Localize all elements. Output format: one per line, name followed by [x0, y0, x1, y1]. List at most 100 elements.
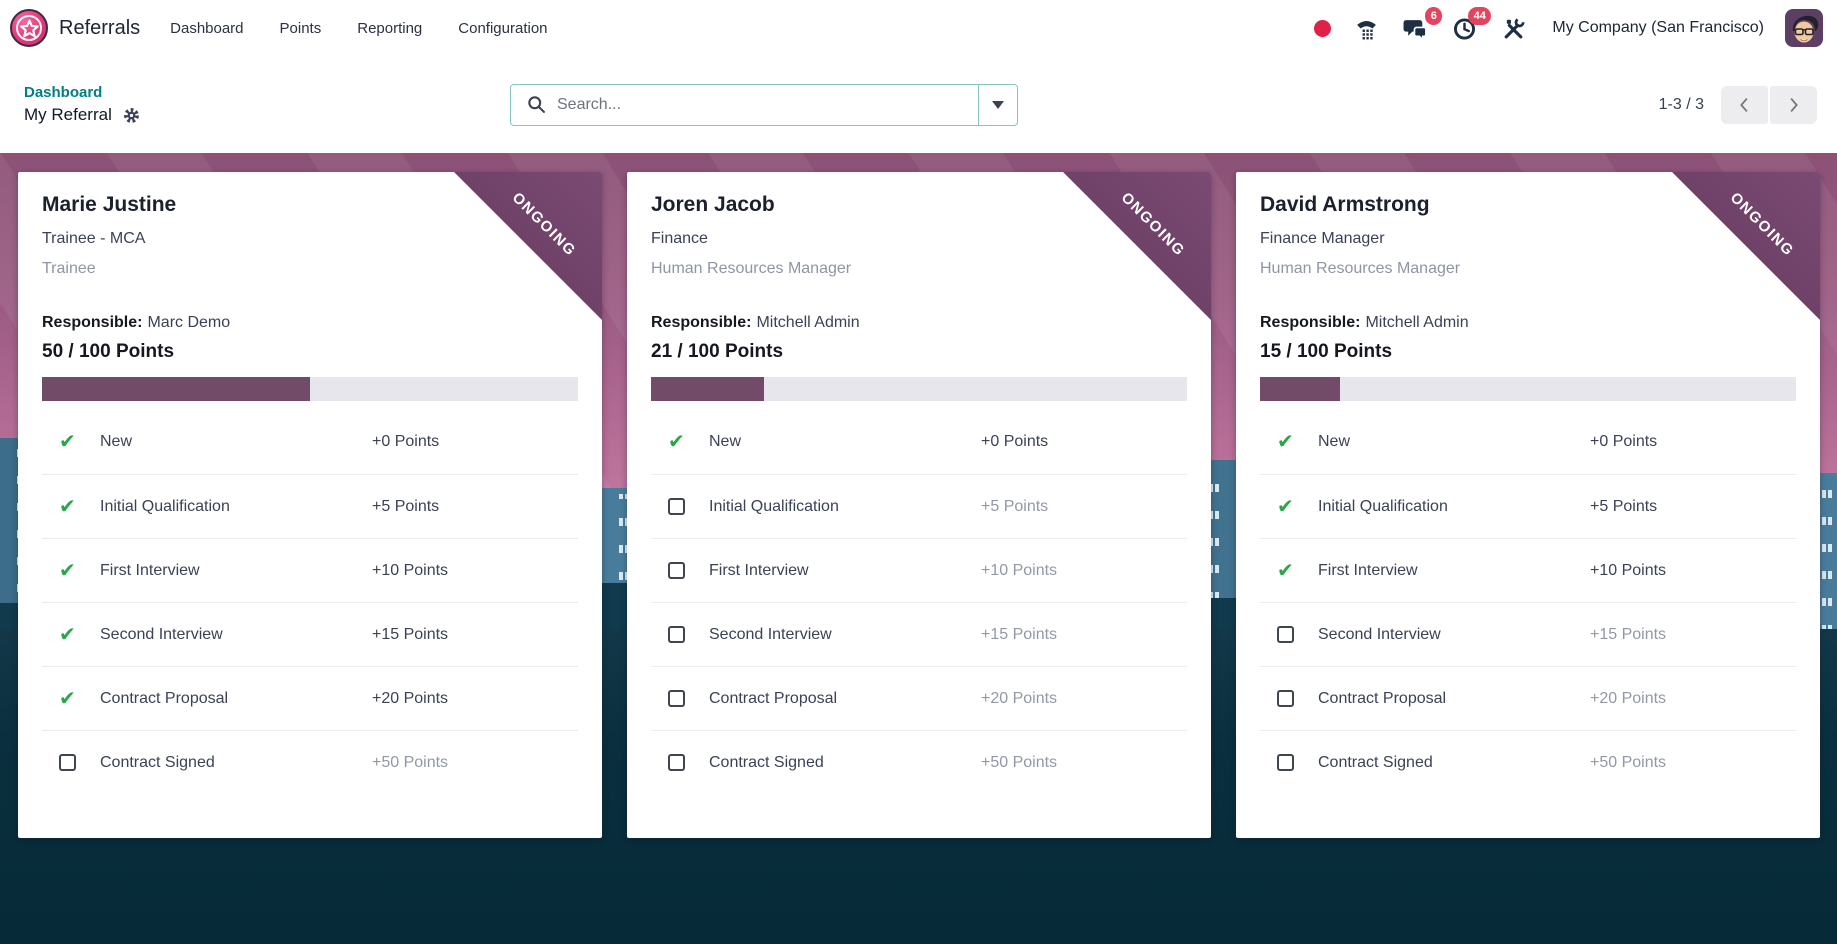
search-filters-toggle[interactable]: [978, 84, 1017, 125]
referral-name: David Armstrong: [1260, 193, 1430, 216]
stage-points: +15 Points: [372, 625, 449, 643]
stage-checkbox[interactable]: [651, 498, 709, 515]
points-summary: 50 / 100 Points: [42, 341, 175, 362]
referral-subtitle: Human Resources Manager: [651, 260, 852, 277]
referral-subtitle: Human Resources Manager: [1260, 260, 1461, 277]
stage-label: Initial Qualification: [1318, 497, 1448, 515]
stage-checked-icon[interactable]: ✔: [668, 431, 685, 453]
pager-next-button[interactable]: [1770, 85, 1817, 124]
voip-phone-button[interactable]: [1352, 14, 1380, 42]
stage-row: ✔ New +0 Points: [42, 410, 578, 474]
breadcrumb-dashboard-link[interactable]: Dashboard: [24, 84, 103, 101]
status-dot: [1314, 19, 1332, 37]
stage-row: Second Interview +15 Points: [651, 602, 1187, 666]
menu-dashboard[interactable]: Dashboard: [170, 19, 244, 37]
points-progressbar: [1260, 377, 1796, 401]
chevron-right-icon: [1790, 97, 1798, 112]
stage-points: +0 Points: [981, 433, 1049, 450]
user-avatar[interactable]: [1785, 9, 1823, 47]
points-progressbar: [42, 377, 578, 401]
stage-checkbox[interactable]: [651, 754, 709, 771]
referrals-app-icon: [10, 9, 48, 47]
stage-checked-icon[interactable]: ✔: [1277, 431, 1294, 453]
stage-points: +15 Points: [1590, 625, 1667, 643]
activities-button[interactable]: 44: [1450, 7, 1492, 42]
stage-row: Second Interview +15 Points: [1260, 602, 1796, 666]
stage-points: +5 Points: [372, 497, 440, 515]
stage-points: +10 Points: [981, 561, 1058, 579]
search-input[interactable]: [557, 84, 978, 125]
referral-name: Marie Justine: [42, 193, 177, 216]
responsible-line: Responsible: Mitchell Admin: [1260, 312, 1796, 334]
stage-points: +20 Points: [981, 689, 1058, 707]
stage-label: Contract Proposal: [1318, 689, 1447, 707]
chevron-left-icon: [1740, 97, 1748, 112]
menu-configuration[interactable]: Configuration: [458, 19, 548, 37]
stage-checkbox[interactable]: [651, 626, 709, 643]
referral-name: Joren Jacob: [651, 193, 775, 216]
stage-label: New: [1318, 433, 1351, 450]
responsible-value: Marc Demo: [147, 314, 231, 331]
stage-row: ✔ First Interview +10 Points: [42, 538, 578, 602]
stage-checked-icon[interactable]: ✔: [59, 495, 76, 518]
stage-points: +5 Points: [1590, 497, 1658, 515]
stage-label: Second Interview: [1318, 625, 1441, 643]
stage-checked-icon[interactable]: ✔: [59, 559, 76, 582]
breadcrumb: Dashboard My Referral: [24, 84, 510, 125]
stage-label: Contract Proposal: [100, 689, 229, 707]
stage-label: New: [100, 433, 133, 450]
stage-checked-icon[interactable]: ✔: [59, 431, 76, 453]
stage-checkbox[interactable]: [651, 690, 709, 707]
company-selector[interactable]: My Company (San Francisco): [1552, 19, 1764, 36]
stage-list: ✔ New +0 Points ✔ Initial Qualification +5 Po…: [42, 410, 578, 794]
stage-points: +10 Points: [1590, 561, 1667, 579]
chevron-down-icon: [992, 100, 1004, 109]
stage-label: New: [709, 433, 742, 450]
stage-checkbox[interactable]: [1260, 626, 1318, 643]
pager: 1-3 / 3: [1659, 85, 1817, 124]
stage-row: Contract Signed +50 Points: [1260, 730, 1796, 794]
stage-checkbox[interactable]: [1260, 690, 1318, 707]
kanban-content: ONGOING Marie Justine Trainee - MCA Trai…: [0, 153, 1837, 944]
activities-badge: 44: [1468, 7, 1492, 25]
referral-card: ONGOING Joren Jacob Finance Human Resour…: [627, 172, 1211, 838]
stage-checked-icon[interactable]: ✔: [59, 687, 76, 710]
action-gear-button[interactable]: [123, 107, 140, 124]
tools-icon: [1504, 17, 1525, 38]
stage-row: ✔ Initial Qualification +5 Points: [42, 474, 578, 538]
referral-card: ONGOING David Armstrong Finance Manager …: [1236, 172, 1820, 838]
stage-row: ✔ First Interview +10 Points: [1260, 538, 1796, 602]
points-summary: 15 / 100 Points: [1260, 341, 1393, 362]
progress-fill: [651, 377, 764, 401]
stage-points: +15 Points: [981, 625, 1058, 643]
star-icon: [19, 19, 39, 37]
stage-label: Contract Signed: [709, 753, 824, 771]
stage-points: +50 Points: [372, 753, 449, 771]
stage-checkbox[interactable]: [1260, 754, 1318, 771]
stage-label: First Interview: [100, 561, 200, 579]
stage-row: ✔ New +0 Points: [651, 410, 1187, 474]
referral-subtitle: Trainee: [42, 260, 96, 277]
app-switcher[interactable]: Referrals: [10, 9, 140, 47]
pager-previous-button[interactable]: [1721, 85, 1768, 124]
responsible-line: Responsible: Mitchell Admin: [651, 312, 1187, 334]
debug-tools-button[interactable]: [1499, 14, 1527, 42]
stage-checked-icon[interactable]: ✔: [59, 623, 76, 646]
menu-reporting[interactable]: Reporting: [357, 19, 423, 37]
stage-row: ✔ Second Interview +15 Points: [42, 602, 578, 666]
responsible-line: Responsible: Marc Demo: [42, 312, 578, 334]
stage-checkbox[interactable]: [651, 562, 709, 579]
stage-checkbox[interactable]: [42, 754, 100, 771]
stage-label: Contract Signed: [1318, 753, 1433, 771]
stage-row: Contract Signed +50 Points: [42, 730, 578, 794]
search-icon: [511, 94, 557, 115]
page-title: My Referral: [24, 105, 112, 124]
menu-points[interactable]: Points: [279, 19, 322, 37]
stage-points: +10 Points: [372, 561, 449, 579]
stage-checked-icon[interactable]: ✔: [1277, 559, 1294, 582]
stage-row: ✔ New +0 Points: [1260, 410, 1796, 474]
stage-checked-icon[interactable]: ✔: [1277, 495, 1294, 518]
stage-label: Initial Qualification: [709, 497, 839, 515]
top-nav: Referrals Dashboard Points Reporting Con…: [0, 0, 1837, 56]
messages-button[interactable]: 6: [1401, 7, 1443, 42]
